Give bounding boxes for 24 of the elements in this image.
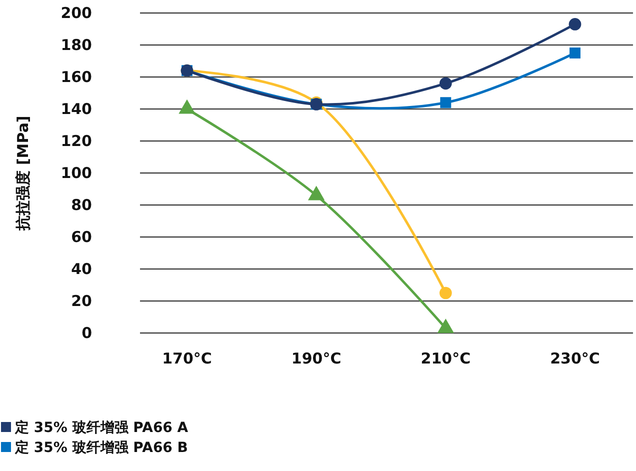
point <box>308 186 325 200</box>
point <box>437 318 454 334</box>
y-axis-title: 抗拉强度 [MPa] <box>14 116 32 232</box>
x-tick-label: 210°C <box>420 350 471 368</box>
point <box>440 97 452 108</box>
y-tick-label: 20 <box>71 292 92 310</box>
y-tick-label: 100 <box>60 164 92 182</box>
point <box>570 48 580 58</box>
legend-label: 定 35% 玻纤增强 PA66 B <box>14 439 188 456</box>
point <box>439 77 452 90</box>
y-tick-label: 60 <box>71 228 92 246</box>
y-tick-label: 180 <box>60 36 92 54</box>
x-tick-label: 230°C <box>550 350 600 368</box>
y-tick-label: 40 <box>71 260 92 278</box>
y-tick-label: 0 <box>82 324 92 342</box>
legend-label: 定 35% 玻纤增强 PA66 A <box>14 419 188 436</box>
y-tick-label: 80 <box>71 196 92 214</box>
x-tick-label: 190°C <box>291 350 342 368</box>
point <box>568 18 582 30</box>
y-tick-label: 200 <box>60 4 92 22</box>
y-tick-label: 140 <box>60 100 92 118</box>
y-tick-label: 160 <box>60 68 92 86</box>
x-tick-label: 170°C <box>162 350 212 368</box>
y-tick-label: 120 <box>60 132 92 150</box>
